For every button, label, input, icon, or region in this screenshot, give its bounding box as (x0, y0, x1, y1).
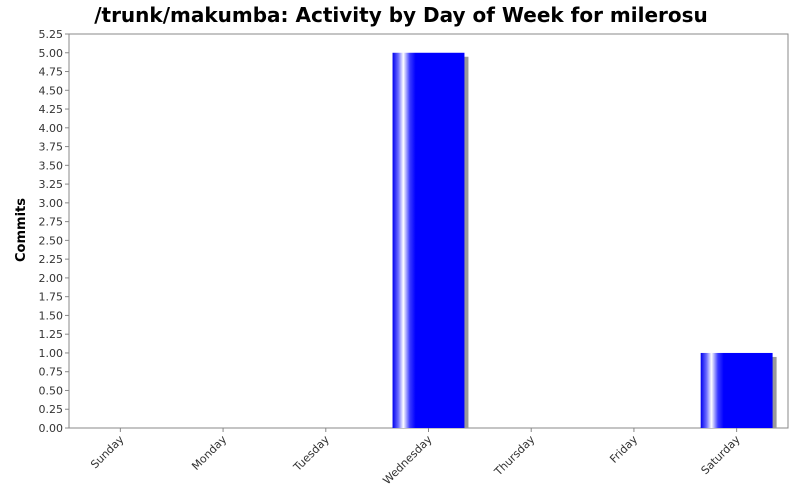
x-tick-label: Tuesday (290, 433, 332, 475)
bar-saturday (700, 352, 773, 428)
y-tick-label: 5.00 (39, 47, 64, 60)
chart-title: /trunk/makumba: Activity by Day of Week … (94, 3, 708, 27)
y-tick-label: 1.25 (39, 328, 64, 341)
y-tick-label: 0.25 (39, 403, 64, 416)
y-tick-label: 2.50 (39, 234, 64, 247)
y-tick-label: 5.25 (39, 28, 64, 41)
x-tick-label: Friday (607, 433, 640, 466)
y-tick-label: 2.25 (39, 253, 64, 266)
y-tick-label: 1.50 (39, 309, 64, 322)
x-tick-label: Sunday (88, 433, 127, 472)
y-tick-label: 4.00 (39, 122, 64, 135)
x-tick-label: Thursday (491, 433, 537, 479)
y-tick-label: 1.00 (39, 347, 64, 360)
x-tick-label: Saturday (699, 433, 744, 478)
plot-area: 0.00 0.25 0.50 0.75 1.00 1.25 1.50 1.75 2.00 2.25… (39, 28, 789, 487)
y-tick-label: 2.00 (39, 272, 64, 285)
y-tick-label: 4.75 (39, 66, 64, 79)
bar-wednesday (392, 52, 465, 429)
y-tick-label: 3.00 (39, 197, 64, 210)
y-tick-label: 3.50 (39, 159, 64, 172)
y-tick-label: 1.75 (39, 291, 64, 304)
x-tick-label: Wednesday (380, 433, 435, 488)
y-tick-label: 4.50 (39, 84, 64, 97)
x-tick-label: Monday (189, 433, 229, 473)
y-tick-label: 0.00 (39, 422, 64, 435)
y-tick-label: 3.25 (39, 178, 64, 191)
y-tick-label: 3.75 (39, 141, 64, 154)
y-tick-label: 4.25 (39, 103, 64, 116)
y-tick-label: 2.75 (39, 216, 64, 229)
y-tick-label: 0.75 (39, 366, 64, 379)
y-tick-label: 0.50 (39, 384, 64, 397)
y-axis-label: Commits (14, 198, 29, 262)
